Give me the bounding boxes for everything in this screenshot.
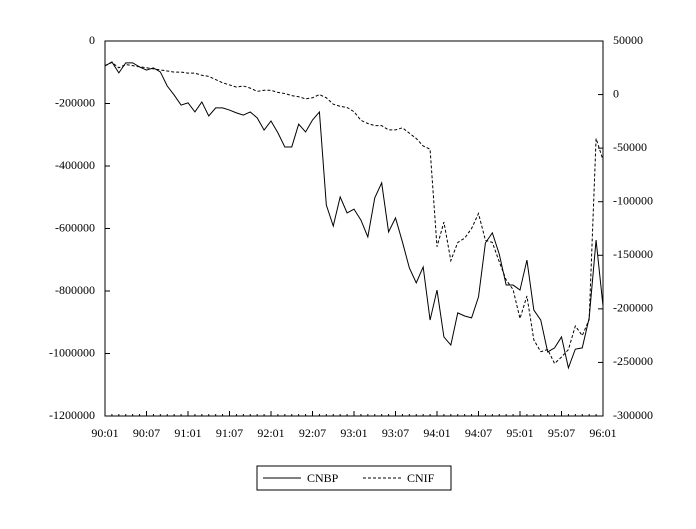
x-tick-label: 91:01: [174, 426, 201, 440]
legend-label: CNBP: [307, 471, 339, 485]
y-tick-label: -600000: [55, 220, 95, 234]
y-tick-label: -400000: [55, 158, 95, 172]
series-line: [104, 61, 604, 365]
x-tick-label: 94:07: [465, 426, 492, 440]
x-tick-label: 96:01: [589, 426, 616, 440]
y-tick-label: -800000: [55, 283, 95, 297]
x-tick-label: 90:07: [133, 426, 160, 440]
y-tick-label: 0: [89, 33, 95, 47]
x-tick-label: 92:07: [299, 426, 326, 440]
x-tick-label: 93:01: [340, 426, 367, 440]
series-line: [104, 61, 604, 370]
x-tick-label: 95:01: [506, 426, 533, 440]
y2-tick-label: 0: [613, 86, 619, 100]
y-tick-label: -1000000: [49, 345, 95, 359]
legend-label: CNIF: [407, 471, 435, 485]
x-tick-label: 95:07: [548, 426, 575, 440]
x-tick-label: 90:01: [91, 426, 118, 440]
x-tick-label: 92:01: [257, 426, 284, 440]
y-tick-label: -1200000: [49, 408, 95, 422]
legend-box: [256, 465, 452, 491]
y2-tick-label: -300000: [613, 408, 653, 422]
x-tick-label: 94:01: [423, 426, 450, 440]
x-tick-label: 91:07: [216, 426, 243, 440]
y-tick-label: -200000: [55, 95, 95, 109]
y2-tick-label: -50000: [613, 140, 647, 154]
y2-tick-label: -200000: [613, 301, 653, 315]
plot-frame: [104, 40, 604, 417]
y2-tick-label: -250000: [613, 354, 653, 368]
y2-tick-label: -100000: [613, 193, 653, 207]
y2-tick-label: -150000: [613, 247, 653, 261]
y2-tick-label: 50000: [613, 33, 643, 47]
x-tick-label: 93:07: [382, 426, 409, 440]
